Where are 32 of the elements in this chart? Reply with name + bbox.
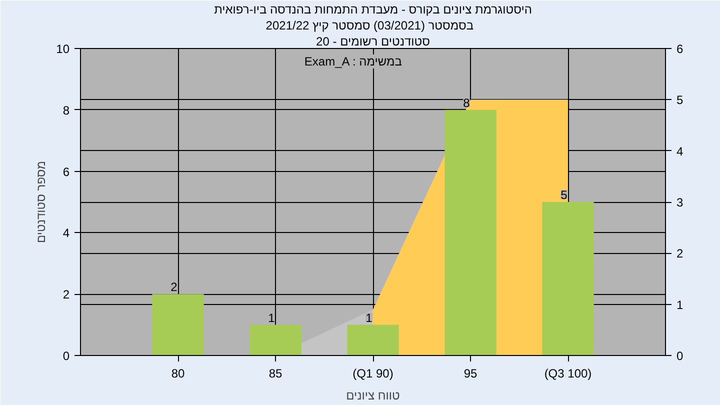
- y2-tick-label: 1: [676, 298, 684, 312]
- y-tick-label: 2: [62, 288, 70, 302]
- data-label: 1: [268, 310, 276, 325]
- chart-subtitle: בסמסטר (03/2021) סמסטר קיץ 2021/22: [266, 18, 474, 32]
- y-tick-label: 6: [62, 164, 70, 179]
- bar: [152, 294, 204, 356]
- y2-tick-label: 0: [676, 349, 684, 363]
- x-tick-label: 85: [268, 366, 282, 380]
- y2-tick-label: 2: [676, 246, 684, 261]
- data-label: 1: [366, 310, 373, 325]
- y2-tick-label: 5: [676, 93, 684, 108]
- y-axis-title: מספר סטודנטים: [34, 160, 48, 244]
- y-tick-label: 0: [62, 349, 70, 363]
- x-axis-title: טווח ציונים: [346, 388, 400, 402]
- annotation: סטודנטים רשומים - 20: [316, 34, 430, 48]
- data-label: 8: [463, 96, 470, 110]
- y-tick-label: 4: [62, 226, 70, 240]
- y2-tick-label: 6: [676, 42, 684, 56]
- bar: [542, 202, 594, 356]
- annotation: Exam_A : במשימה: [304, 54, 402, 68]
- x-tick-label: 80: [171, 366, 185, 380]
- data-label: 5: [560, 188, 568, 202]
- x-tick-label: (Q1 90): [352, 366, 394, 380]
- y-tick-label: 8: [62, 103, 70, 118]
- y2-tick-label: 4: [676, 144, 684, 158]
- bar: [444, 110, 496, 356]
- data-label: 2: [170, 280, 178, 294]
- y2-tick-label: 3: [676, 196, 684, 210]
- y-tick-label: 10: [56, 42, 70, 56]
- chart-title: היסטוגרמת ציונים בקורס - מעבדת התמחות בהנדסה ביו-רפואית: [214, 2, 532, 16]
- x-tick-label: 95: [464, 366, 478, 380]
- x-tick-label: (Q3 100): [544, 366, 592, 380]
